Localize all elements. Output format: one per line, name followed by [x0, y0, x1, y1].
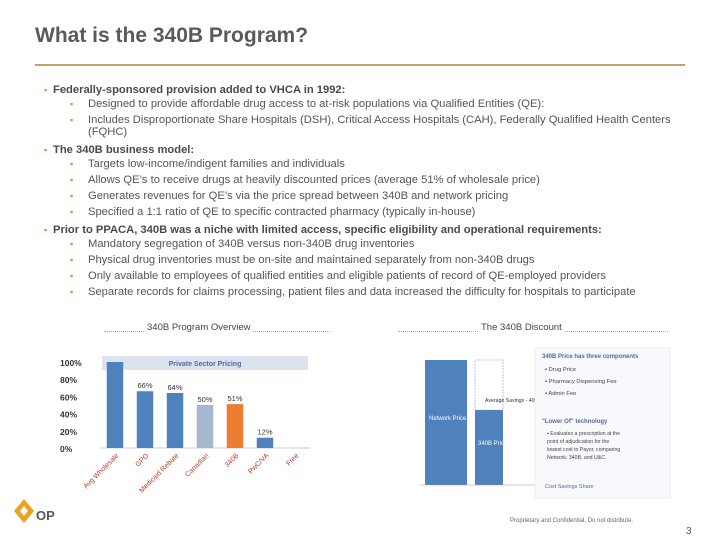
x-tick-label: Canadian	[184, 452, 210, 478]
page-title: What is the 340B Program?	[35, 24, 309, 47]
sub-bullet-item: Allows QE’s to receive drugs at heavily …	[44, 174, 694, 186]
data-label: 50%	[197, 395, 212, 404]
sub-bullet-item: Mandatory segregation of 340B versus non…	[44, 238, 694, 250]
data-label: 51%	[227, 394, 242, 403]
panel-heading: 340B Price has three components	[542, 354, 639, 360]
x-tick-label: GPO	[134, 452, 150, 468]
pricing-bar-chart: Private Sector Pricing 100% 80% 60% 40% 20% 0%…	[60, 356, 310, 495]
bar	[226, 404, 244, 448]
tech-title: "Lower Of" technology	[542, 419, 608, 425]
sub-bullet-item: Designed to provide affordable drug acce…	[44, 98, 694, 110]
bar	[106, 362, 124, 448]
tech-point-line: point of adjudication for the	[547, 439, 609, 445]
section-title-right: The 340B Discount	[478, 322, 565, 333]
sub-bullet-item: Separate records for claims processing, …	[44, 286, 694, 298]
data-label: 66%	[137, 381, 152, 390]
tech-point-line: ▪ Evaluates a prescription at the	[547, 431, 620, 437]
x-tick-label: PwC/VA	[247, 452, 270, 475]
panel-footer: Cost Savings Share	[545, 484, 594, 490]
x-tick-label: 340B	[224, 452, 241, 469]
y-tick-label: 40%	[60, 410, 77, 420]
tech-point-line: lowest cost to Payor, comparing	[547, 447, 620, 453]
savings-box	[474, 359, 504, 411]
sub-bullet-item: Includes Disproportionate Share Hospital…	[44, 114, 694, 138]
component-item: ▪ Pharmacy Dispensing Fee	[545, 379, 617, 385]
y-tick-label: 60%	[60, 392, 77, 402]
info-panel	[534, 347, 671, 499]
sub-bullet-item: Physical drug inventories must be on-sit…	[44, 254, 694, 266]
bullet-item: Prior to PPACA, 340B was a niche with li…	[44, 222, 694, 238]
sub-bullet-item: Generates revenues for QE’s via the pric…	[44, 190, 694, 202]
bullet-list: Federally-sponsored provision added to V…	[44, 82, 694, 302]
y-tick-label: 0%	[60, 444, 73, 454]
data-label: 12%	[257, 428, 272, 437]
sub-bullet-item: Only available to employees of qualified…	[44, 270, 694, 282]
sub-bullet-item: Targets low-income/indigent families and…	[44, 158, 694, 170]
y-tick-label: 100%	[60, 358, 82, 368]
bar	[196, 405, 214, 448]
component-item: ▪ Admin Fee	[545, 391, 576, 397]
bullet-item: Federally-sponsored provision added to V…	[44, 82, 694, 98]
bar	[256, 437, 274, 448]
bar	[136, 391, 154, 448]
title-divider	[35, 64, 685, 66]
bar	[166, 392, 184, 448]
x-tick-label: Free	[285, 452, 300, 467]
bullet-item: The 340B business model:	[44, 142, 694, 158]
discount-chart: Network Price 340B Price Average Savings -…	[420, 347, 671, 499]
bar-label: 340B Price	[478, 441, 508, 447]
y-tick-label: 20%	[60, 427, 77, 437]
component-item: ▪ Drug Price	[545, 367, 576, 373]
bar-network-price	[425, 360, 467, 485]
logo-text: OP	[36, 508, 55, 523]
data-label: 64%	[167, 383, 182, 392]
bar-label: Network Price	[429, 416, 467, 422]
tech-point-line: Network, 340B, and U&C.	[547, 455, 606, 461]
x-tick-label: Avg Wholesale	[83, 452, 121, 490]
chart-banner-bg	[102, 356, 308, 370]
logo-icon: OP	[14, 499, 55, 523]
section-title-left: 340B Program Overview	[144, 322, 254, 333]
y-tick-label: 80%	[60, 375, 77, 385]
page-number: 3	[686, 526, 692, 537]
chart-banner-label: Private Sector Pricing	[169, 361, 242, 368]
annotation: Average Savings - 40%	[485, 398, 540, 404]
bar-340b-price	[475, 410, 503, 485]
confidential-footer: Proprietary and Confidential. Do not dis…	[510, 518, 634, 524]
sub-bullet-item: Specified a 1:1 ratio of QE to specific …	[44, 206, 694, 218]
